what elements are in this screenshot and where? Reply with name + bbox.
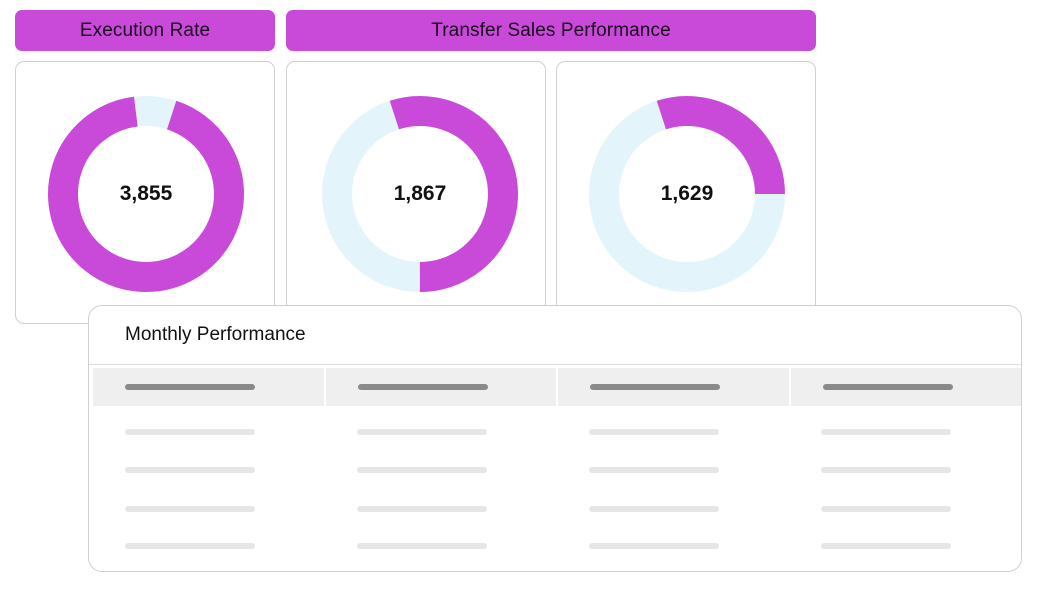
donut-filled-arc: [48, 96, 244, 292]
table-cell: [325, 536, 557, 556]
table-cell: [789, 499, 1021, 519]
row-placeholder-bar: [821, 506, 951, 512]
row-placeholder-bar: [125, 467, 255, 473]
table-cell: [789, 460, 1021, 480]
donut-svg: [48, 96, 244, 292]
donut-svg: [322, 95, 518, 292]
table-cell: [789, 536, 1021, 556]
table-row[interactable]: [93, 536, 1021, 556]
table-header-row: [93, 368, 1021, 406]
execution-rate-header: Execution Rate: [15, 10, 275, 51]
row-placeholder-bar: [821, 543, 951, 549]
row-placeholder-bar: [589, 543, 719, 549]
donut-chart: 3,855: [46, 94, 246, 294]
table-header-cell[interactable]: [558, 368, 789, 406]
table-cell: [93, 422, 325, 442]
table-header-cell[interactable]: [325, 368, 556, 406]
transfer-sales-card-1[interactable]: 1,867: [286, 61, 546, 324]
panel-divider: [89, 364, 1021, 365]
table-cell: [93, 460, 325, 480]
table-cell: [789, 422, 1021, 442]
table-cell: [557, 536, 789, 556]
donut-filled-arc: [322, 95, 518, 292]
donut-value: 1,629: [660, 182, 714, 205]
transfer-sales-header-label: Transfer Sales Performance: [431, 19, 671, 41]
row-placeholder-bar: [357, 506, 487, 512]
panel-title: Monthly Performance: [125, 324, 306, 345]
row-placeholder-bar: [357, 543, 487, 549]
header-placeholder-bar: [357, 384, 488, 390]
table-cell: [325, 499, 557, 519]
donut-chart: 1,629: [587, 94, 787, 294]
table-cell: [557, 422, 789, 442]
header-placeholder-bar: [822, 384, 953, 390]
table-cell: [557, 460, 789, 480]
table-cell: [325, 422, 557, 442]
row-placeholder-bar: [125, 429, 255, 435]
table-row[interactable]: [93, 422, 1021, 442]
row-placeholder-bar: [589, 506, 719, 512]
transfer-sales-header: Transfer Sales Performance: [286, 10, 816, 51]
row-placeholder-bar: [821, 429, 951, 435]
row-placeholder-bar: [589, 467, 719, 473]
execution-rate-header-label: Execution Rate: [79, 19, 211, 41]
header-placeholder-bar: [125, 384, 255, 390]
row-placeholder-bar: [125, 506, 255, 512]
header-placeholder-bar: [590, 384, 720, 390]
table-cell: [93, 499, 325, 519]
table-cell: [557, 499, 789, 519]
table-cell: [325, 460, 557, 480]
table-header-cell[interactable]: [790, 368, 1021, 406]
row-placeholder-bar: [821, 467, 951, 473]
row-placeholder-bar: [357, 467, 487, 473]
donut-svg: [589, 95, 785, 292]
table-cell: [93, 536, 325, 556]
donut-chart: 1,867: [320, 94, 520, 294]
table-row[interactable]: [93, 460, 1021, 480]
transfer-sales-card-2[interactable]: 1,629: [556, 61, 816, 324]
row-placeholder-bar: [589, 429, 719, 435]
table-row[interactable]: [93, 499, 1021, 519]
row-placeholder-bar: [357, 429, 487, 435]
donut-value: 1,867: [393, 182, 447, 205]
row-placeholder-bar: [125, 543, 255, 549]
table-header-cell[interactable]: [93, 368, 324, 406]
donut-value: 3,855: [119, 182, 173, 205]
execution-rate-card[interactable]: 3,855: [15, 61, 275, 324]
monthly-performance-panel: Monthly Performance: [88, 305, 1022, 572]
